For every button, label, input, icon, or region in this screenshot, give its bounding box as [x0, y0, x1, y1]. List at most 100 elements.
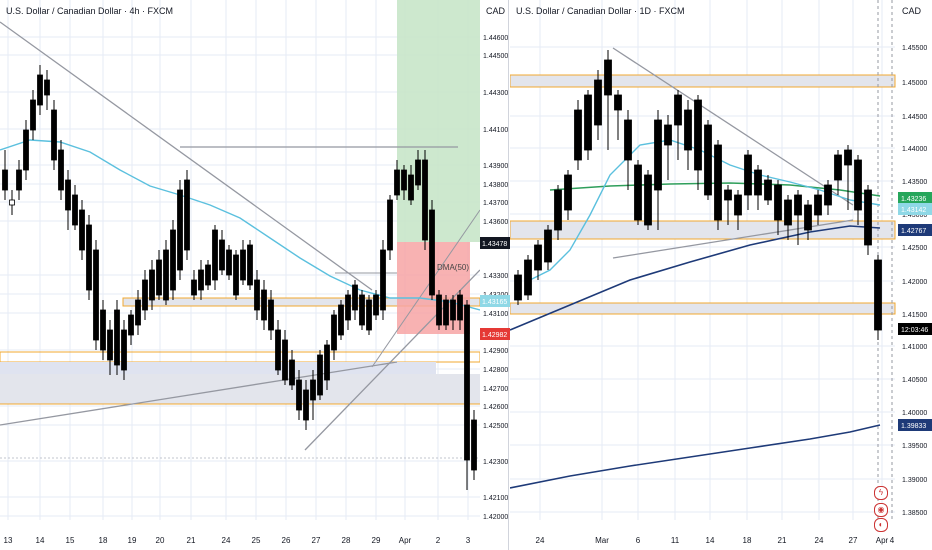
resistance-zone — [122, 297, 480, 307]
price-axis-4h[interactable]: CAD — [480, 0, 510, 550]
candle-body — [261, 289, 267, 321]
target-zone — [397, 0, 480, 242]
candle-body — [163, 249, 169, 301]
candle-body — [254, 279, 260, 311]
price-tag-label: 1.42982 — [482, 332, 507, 339]
date-tick-label: 18 — [99, 536, 108, 545]
price-tick-label: 1.43500 — [902, 179, 927, 186]
candle-body — [574, 109, 582, 161]
lightning-icon[interactable]: ϟ — [874, 486, 888, 500]
date-tick-label: 26 — [282, 536, 291, 545]
price-tick-label: 1.43800 — [483, 182, 508, 189]
price-tick-label: 1.42000 — [483, 514, 508, 521]
candle-body — [443, 299, 449, 326]
date-tick-label: 14 — [706, 536, 715, 545]
candle-body — [142, 279, 148, 311]
chart-canvas-4h[interactable]: 13 14 15 18 19 20 21 24 25 26 27 28 29 Apr 2 3 DMA(50) — [0, 0, 480, 550]
candle-body — [9, 199, 15, 206]
sma-line — [0, 139, 480, 311]
pane-divider[interactable] — [508, 0, 509, 550]
price-tick-label: 1.44100 — [483, 127, 508, 134]
candle-body — [226, 249, 232, 276]
date-tick-label: 14 — [36, 536, 45, 545]
candle-body — [794, 194, 802, 216]
candle-body — [634, 164, 642, 221]
candle-body — [100, 309, 106, 351]
candle-body — [247, 244, 253, 286]
candle-body — [30, 99, 36, 131]
candle-body — [387, 199, 393, 251]
candle-body — [774, 184, 782, 221]
date-tick-label: 3 — [466, 536, 471, 545]
candle-body — [554, 189, 562, 231]
price-tick-label: 1.39500 — [902, 443, 927, 450]
candle-body — [184, 179, 190, 251]
alert-icon[interactable]: ◉ — [874, 503, 888, 517]
price-tag-bg — [898, 192, 932, 204]
chart-canvas-1d[interactable]: 24 Mar 6 11 14 18 21 24 27 Apr 4 1.45500 1.45000 1.44… — [510, 0, 932, 550]
candle-body — [401, 169, 407, 191]
candle-body — [79, 209, 85, 251]
support-zone-upper — [0, 362, 436, 374]
price-tick-label: 1.43300 — [483, 273, 508, 280]
candle-body — [170, 229, 176, 291]
price-tick-label: 1.42900 — [483, 348, 508, 355]
date-tick-label: 4 — [890, 536, 895, 545]
candle-body — [198, 269, 204, 291]
candle-body — [654, 119, 662, 191]
candle-body — [16, 169, 22, 191]
candle-body — [704, 124, 712, 196]
candle-body — [644, 174, 652, 226]
candle-body — [436, 294, 442, 326]
candle-body — [219, 239, 225, 271]
trendline-down — [0, 21, 373, 291]
candle-body — [464, 304, 470, 461]
candle-body — [233, 254, 239, 296]
chart-pane-1d[interactable]: 24 Mar 6 11 14 18 21 24 27 Apr 4 1.45500 1.45000 1.44… — [510, 0, 932, 550]
candle-body — [784, 199, 792, 226]
candle-body — [380, 249, 386, 311]
date-tick-label: 25 — [252, 536, 261, 545]
candle-body — [422, 159, 428, 241]
ma-label: DMA(50) — [437, 263, 469, 272]
candle-body — [345, 294, 351, 321]
price-tag-label: 1.43236 — [901, 196, 926, 203]
price-tag-label: 1.42767 — [901, 228, 926, 235]
price-tick-label: 1.42800 — [483, 367, 508, 374]
candle-body — [296, 379, 302, 411]
trendline-up-1d — [612, 219, 854, 259]
candle-body — [51, 109, 57, 161]
candle-body — [544, 229, 552, 263]
candle-body — [714, 144, 722, 221]
candle-body — [205, 264, 211, 286]
price-tick-label: 1.42600 — [483, 404, 508, 411]
price-tick-label: 1.42000 — [902, 279, 927, 286]
trendline-down-1d — [612, 47, 854, 206]
candle-body — [524, 259, 532, 296]
price-tag-label: 1.39833 — [901, 423, 926, 430]
sma-long — [510, 424, 881, 489]
candle-body — [135, 299, 141, 326]
candle-body — [37, 74, 43, 106]
candle-body — [415, 159, 421, 186]
resistance-zone-1d — [510, 74, 896, 88]
candle-body — [324, 344, 330, 381]
currency-label-1d: CAD — [902, 6, 922, 16]
support-zone-border — [0, 351, 480, 363]
candle-body — [804, 204, 812, 231]
price-tag-label: 1.43165 — [482, 299, 507, 306]
candle-body — [338, 304, 344, 336]
support-zone-lower — [0, 374, 480, 404]
price-axis-4h-labels: 1.44600 1.44500 1.44300 1.44100 1.43900 1.438… — [480, 35, 510, 521]
chart-pane-4h[interactable]: 13 14 15 18 19 20 21 24 25 26 27 28 29 Apr 2 3 DMA(50) U… — [0, 0, 480, 550]
candle-body — [594, 79, 602, 126]
candle-body — [664, 124, 672, 146]
price-tick-label: 1.45500 — [902, 45, 927, 52]
candle-body — [744, 154, 752, 196]
price-tick-label: 1.43600 — [483, 219, 508, 226]
price-tick-label: 1.40000 — [902, 410, 927, 417]
candle-body — [352, 284, 358, 311]
candle-body — [394, 169, 400, 196]
candle-body — [107, 329, 113, 361]
event-icon[interactable]: ◐ — [874, 518, 888, 532]
